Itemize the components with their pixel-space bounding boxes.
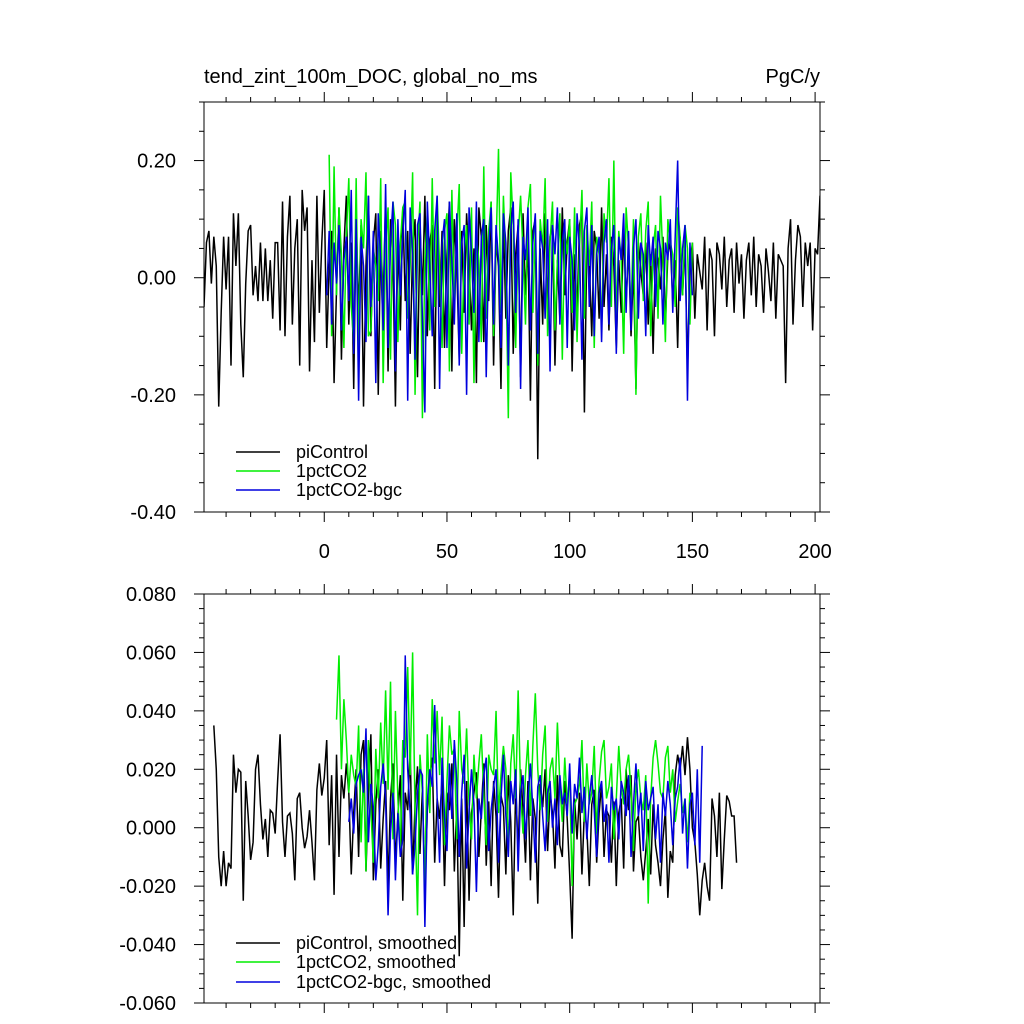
bottom-y-tick-label: -0.060 bbox=[119, 993, 176, 1015]
top-x-tick-label: 100 bbox=[553, 541, 586, 563]
bottom-series-line-1pctco2 bbox=[335, 652, 691, 916]
top-chart-title: tend_zint_100m_DOC, global_no_ms bbox=[204, 66, 538, 88]
bottom-y-tick-label: 0.020 bbox=[126, 759, 176, 781]
bottom-y-tick-label: 0.000 bbox=[126, 818, 176, 840]
top-series-line-1pctco2-bgc bbox=[325, 160, 694, 413]
top-x-tick-label: 200 bbox=[798, 541, 831, 563]
top-y-tick-label: -0.40 bbox=[130, 502, 176, 524]
top-x-tick-label: 0 bbox=[319, 541, 330, 563]
bottom-y-tick-label: -0.020 bbox=[119, 876, 176, 898]
top-legend: piControl 1pctCO2 1pctCO2-bgc bbox=[236, 442, 402, 500]
bottom-legend-label-1pctco2-bgc: 1pctCO2-bgc, smoothed bbox=[296, 972, 491, 992]
top-y-tick-label: -0.20 bbox=[130, 385, 176, 407]
bottom-y-tick-label: 0.060 bbox=[126, 642, 176, 664]
top-x-tick-label: 150 bbox=[676, 541, 709, 563]
bottom-series-line-1pctco2-bgc bbox=[348, 655, 703, 928]
bottom-legend: piControl, smoothed 1pctCO2, smoothed 1p… bbox=[236, 933, 491, 992]
top-legend-label-1pctco2-bgc: 1pctCO2-bgc bbox=[296, 480, 402, 500]
bottom-y-tick-label: 0.080 bbox=[126, 584, 176, 606]
top-legend-label-1pctco2: 1pctCO2 bbox=[296, 461, 367, 481]
top-x-tick-label: 50 bbox=[436, 541, 458, 563]
bottom-y-tick-label: -0.040 bbox=[119, 935, 176, 957]
bottom-y-tick-label: 0.040 bbox=[126, 701, 176, 723]
top-y-tick-label: 0.20 bbox=[137, 151, 176, 173]
bottom-legend-label-picontrol: piControl, smoothed bbox=[296, 933, 457, 953]
top-plot-panel: 0 50 100 150 200 -0.40 -0.20 0.00 0.20 bbox=[130, 92, 832, 563]
bottom-legend-label-1pctco2: 1pctCO2, smoothed bbox=[296, 952, 456, 972]
top-legend-label-picontrol: piControl bbox=[296, 442, 368, 462]
top-chart-units: PgC/y bbox=[766, 66, 820, 88]
bottom-plot-panel: -0.060 -0.040 -0.020 0.000 0.020 0.040 0.060 0.… bbox=[119, 584, 830, 1015]
top-y-tick-label: 0.00 bbox=[137, 268, 176, 290]
